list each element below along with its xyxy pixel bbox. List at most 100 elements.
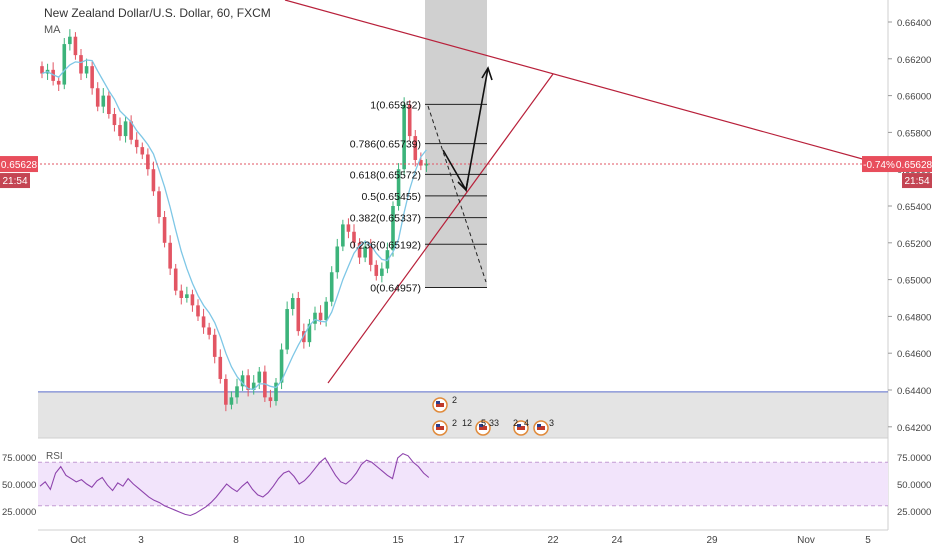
candle-body: [40, 66, 44, 74]
rsi-tick-label-right: 50.0000: [897, 480, 931, 491]
candle-body: [235, 386, 239, 398]
candle-body: [129, 121, 133, 140]
candle-body: [173, 268, 178, 291]
flag-icon-canton: [479, 424, 483, 427]
indicator-label-ma: MA: [44, 24, 61, 36]
event-count-label: 3: [549, 418, 554, 428]
candle-body: [352, 231, 356, 243]
left-price-badge: [0, 156, 38, 173]
fib-level-label: 0.786(0.65739): [350, 139, 421, 151]
candle-body: [274, 382, 278, 402]
economic-event-icon[interactable]: [475, 420, 491, 436]
event-count-label: 2: [513, 418, 518, 428]
candle-body: [385, 250, 390, 269]
candle-body: [190, 294, 195, 306]
x-tick-label: Oct: [70, 535, 86, 546]
bearish-dashed-path: [427, 105, 487, 283]
candle-body: [95, 88, 100, 107]
candle-body: [73, 36, 78, 56]
y-tick-label: 0.66200: [897, 55, 931, 66]
rsi-tick-label-left: 25.0000: [2, 507, 36, 518]
candle-body: [285, 309, 289, 350]
x-tick-label: 24: [611, 535, 623, 546]
y-tick-label: 0.65000: [897, 276, 931, 287]
candle-body: [402, 104, 406, 170]
candle-body: [240, 375, 245, 387]
candle-body: [179, 290, 184, 298]
chart-title: New Zealand Dollar/U.S. Dollar, 60, FXCM: [44, 6, 271, 20]
fib-level-label: 0(0.64957): [370, 283, 421, 295]
rsi-tick-label-left: 75.0000: [2, 453, 36, 464]
change-badge: [862, 156, 896, 173]
right-price-badge: [896, 156, 932, 173]
left-price-text: 0.65628: [1, 160, 38, 171]
candle-body: [346, 224, 351, 232]
candle-body: [146, 154, 150, 170]
economic-event-icon[interactable]: [513, 420, 529, 436]
indicator-label-rsi: RSI: [46, 451, 63, 462]
right-price-text: 0.65628: [896, 160, 932, 171]
y-tick-label: 0.65200: [897, 239, 931, 250]
flag-icon-canton: [436, 401, 440, 404]
x-tick-label: 8: [233, 535, 239, 546]
flag-icon: [436, 403, 444, 407]
candle-body: [123, 121, 128, 137]
candle-body: [224, 378, 228, 405]
left-time-text: 21:54: [2, 176, 27, 187]
arrow-head: [481, 66, 493, 81]
event-count-label: 5: [481, 418, 486, 428]
candle-body: [68, 36, 72, 45]
fib-level-label: 0.382(0.65337): [350, 213, 421, 225]
x-tick-label: 29: [706, 535, 718, 546]
economic-event-icon[interactable]: [432, 420, 448, 436]
candle-body: [368, 246, 373, 265]
candle-body: [335, 246, 340, 273]
event-count-label: 2: [452, 418, 457, 428]
x-tick-label: 5: [865, 535, 871, 546]
x-tick-label: 3: [138, 535, 144, 546]
candle-body: [56, 80, 61, 85]
x-tick-label: 15: [392, 535, 404, 546]
candle-body: [201, 316, 206, 328]
candle-body: [363, 246, 367, 258]
candle-body: [157, 191, 161, 218]
right-time-badge: [902, 173, 932, 189]
candle-body: [341, 224, 345, 247]
rsi-band: [38, 462, 888, 506]
candle-body: [140, 147, 145, 155]
x-tick-label: 22: [547, 535, 559, 546]
event-count-label: 33: [489, 418, 499, 428]
flag-icon: [517, 426, 525, 430]
candle-body: [196, 305, 200, 317]
flag-icon: [479, 426, 487, 430]
right-time-text: 21:54: [904, 176, 929, 187]
candle-body: [246, 375, 250, 390]
y-tick-label: 0.64600: [897, 349, 931, 360]
y-tick-label: 0.64400: [897, 386, 931, 397]
moving-average-line: [41, 59, 427, 391]
candle-body: [62, 44, 67, 85]
candle-body: [329, 272, 334, 302]
change-text: -0.74%: [863, 160, 895, 171]
flag-icon-canton: [537, 424, 541, 427]
y-tick-label: 0.65800: [897, 128, 931, 139]
candle-body: [151, 169, 156, 192]
candle-body: [380, 268, 384, 276]
candle-body: [251, 382, 256, 390]
candle-body: [162, 217, 167, 243]
candle-body: [396, 169, 401, 206]
fib-level-label: 0.5(0.65455): [361, 191, 421, 203]
flag-icon: [436, 426, 444, 430]
y-tick-label: 0.64800: [897, 312, 931, 323]
candle-body: [279, 349, 284, 383]
x-tick-label: 17: [453, 535, 465, 546]
candles-group: [40, 29, 429, 412]
ascending-trendline: [327, 73, 554, 384]
candle-body: [207, 327, 211, 335]
economic-event-icon[interactable]: [533, 420, 549, 436]
candle-body: [185, 294, 189, 298]
fib-level-label: 1(0.65952): [370, 99, 421, 111]
economic-event-icon[interactable]: [432, 397, 448, 413]
